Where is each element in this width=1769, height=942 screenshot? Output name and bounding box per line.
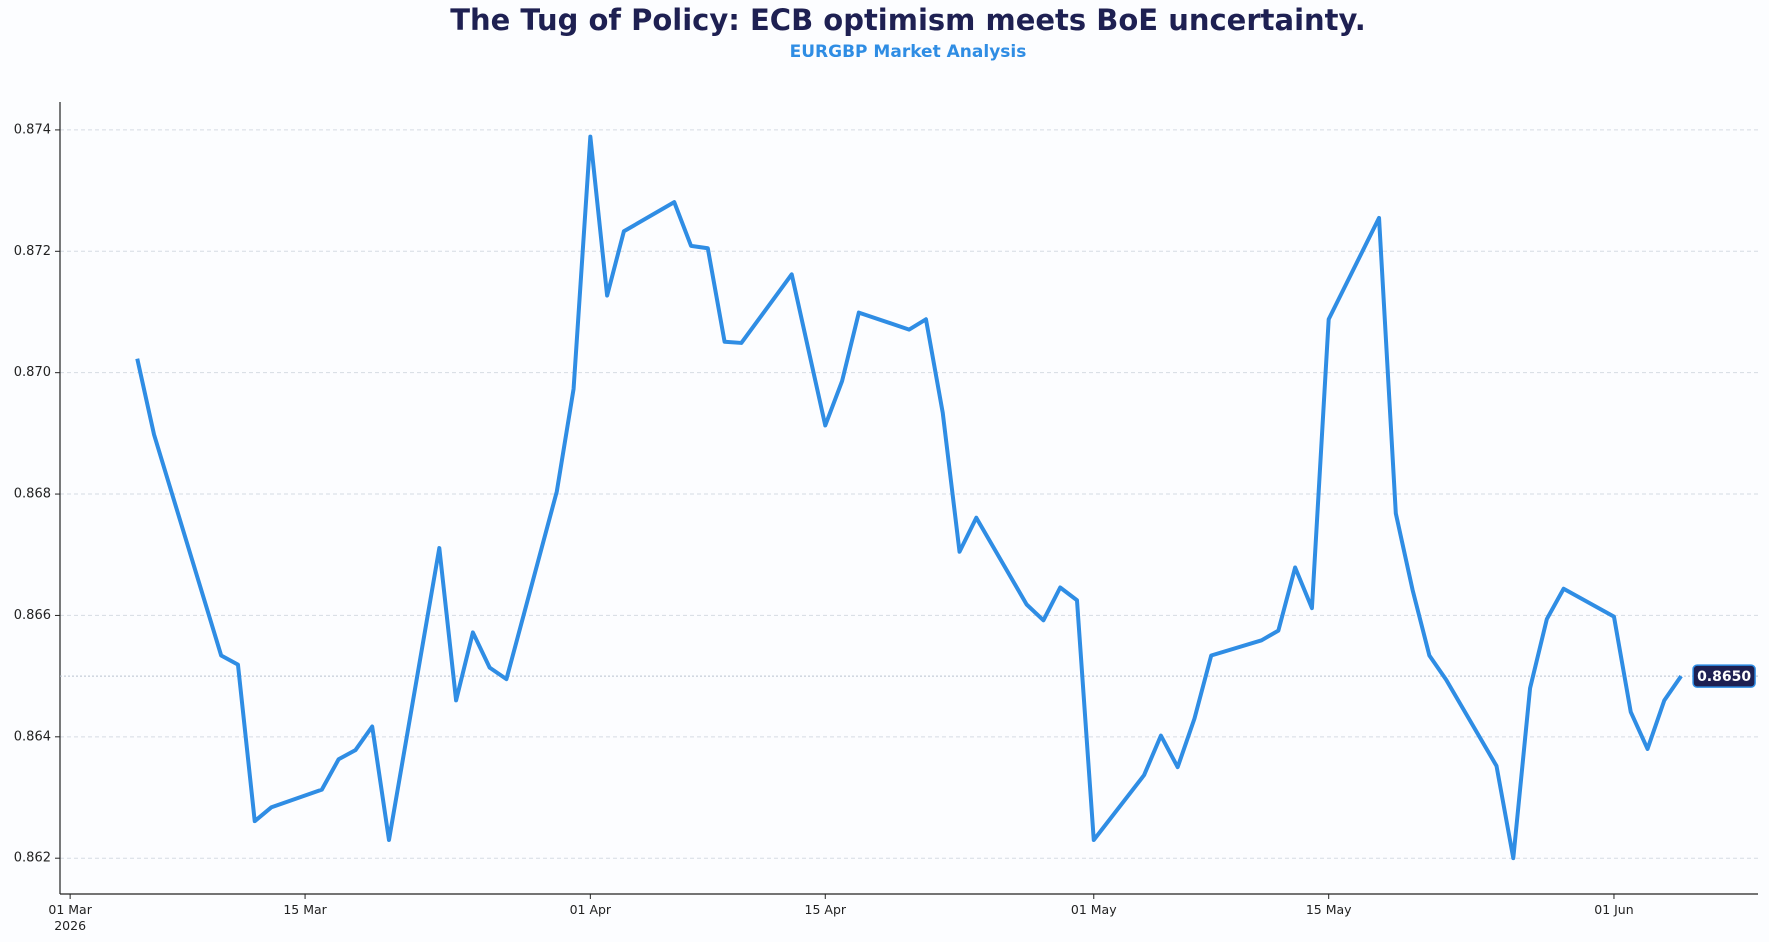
x-tick-label: 15 May [1305,902,1352,917]
y-tick-label: 0.870 [14,365,51,380]
x-tick-label: 01 Apr [569,902,612,917]
y-tick-label: 0.866 [14,608,51,623]
value-label-box [1692,664,1756,688]
x-tick-label: 01 Jun [1594,902,1634,917]
y-tick-label: 0.864 [14,729,51,744]
chart-subtitle: EURGBP Market Analysis [790,42,1027,62]
chart-title: The Tug of Policy: ECB optimism meets Bo… [450,3,1366,37]
x-tick-label: 15 Mar [283,902,327,917]
y-tick-label: 0.868 [14,487,51,502]
price-line [135,134,1683,861]
x-tick-label: 01 May [1070,902,1117,917]
x-tick-label: 15 Apr [804,902,847,917]
y-tick-label: 0.874 [14,122,51,137]
y-tick-label: 0.872 [14,244,51,259]
y-tick-label: 0.862 [14,851,51,866]
value-label: 0.8650 [1697,669,1751,685]
x-tick-label: 01 Mar 2026 [48,902,92,933]
